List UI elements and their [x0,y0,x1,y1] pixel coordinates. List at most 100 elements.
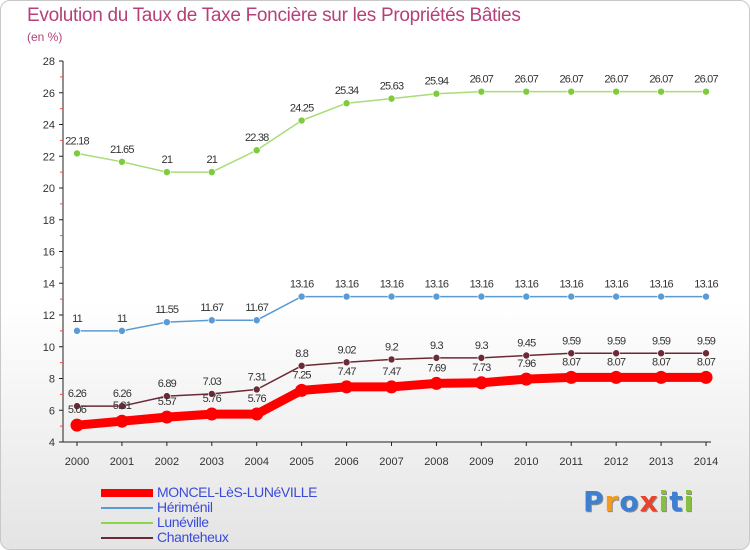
data-point [70,418,84,432]
data-point [252,385,261,394]
data-point [342,292,351,301]
data-label: 25.63 [380,81,404,93]
data-label: 13.16 [694,279,718,291]
x-tick-label: 2003 [200,456,224,468]
data-point [118,158,126,166]
y-tick-label: 22 [43,151,55,163]
data-label: 13.16 [515,279,539,291]
x-tick-label: 2000 [65,456,89,468]
data-label: 6.26 [113,388,132,400]
data-label: 9.59 [607,335,626,347]
legend-label: Lunéville [157,514,209,530]
data-point [522,351,531,360]
data-label: 9.3 [475,340,489,352]
x-tick-label: 2004 [244,456,268,468]
data-point [163,392,171,400]
y-tick-label: 4 [49,437,55,449]
data-label: 11 [72,313,83,325]
data-label: 26.07 [470,74,494,86]
data-point [387,355,396,364]
logo-letter: i [658,485,670,518]
data-label: 13.16 [604,279,628,291]
legend-label: Hériménil [157,499,213,515]
data-label: 7.47 [337,366,356,378]
x-tick-label: 2008 [424,456,448,468]
data-label: 22.38 [245,132,269,144]
data-label: 9.3 [430,340,444,352]
y-tick-label: 6 [49,405,55,417]
data-label: 13.16 [380,279,404,291]
chart-title: Evolution du Taux de Taxe Foncière sur l… [27,5,521,26]
data-point [340,380,354,394]
data-label: 7.47 [382,366,401,378]
data-label: 21 [206,154,217,166]
data-label: 26.07 [604,74,628,86]
data-label: 26.07 [649,74,673,86]
data-label: 8.8 [295,348,309,360]
data-label: 13.16 [335,279,359,291]
legend-swatch [101,506,153,509]
data-label: 8.07 [607,356,626,368]
data-point [612,349,620,358]
data-label: 8.07 [697,356,716,368]
data-point [297,361,306,370]
x-tick-label: 2009 [469,456,493,468]
data-point [73,149,81,158]
data-point [477,354,486,362]
legend-label: MONCEL-LèS-LUNéVILLE [157,484,318,500]
data-label: 8.07 [652,356,671,368]
data-label: 7.73 [472,362,491,374]
data-point [250,407,264,421]
data-point [115,414,129,428]
data-label: 22.18 [65,135,89,147]
data-label: 5.76 [248,393,267,405]
data-label: 5.57 [158,396,177,408]
data-label: 11.55 [156,304,179,316]
data-point [702,87,710,96]
data-label: 11.67 [200,302,223,314]
data-label: 13.16 [425,279,449,291]
data-label: 7.03 [203,376,222,388]
data-label: 9.2 [385,341,399,353]
data-point [477,87,486,96]
y-tick-label: 14 [43,278,55,290]
data-point [609,370,623,384]
data-point [657,292,665,301]
logo-letter: t [669,485,684,518]
data-point [522,87,531,96]
legend-swatch [101,488,153,497]
data-point [522,292,531,301]
data-point [519,372,533,386]
data-point [163,318,171,326]
x-tick-label: 2012 [604,456,628,468]
data-label: 26.07 [694,74,718,86]
y-tick-label: 28 [43,56,55,68]
data-point [207,390,216,398]
data-point [252,146,261,155]
data-label: 11.67 [245,302,268,314]
y-tick-label: 26 [43,88,55,100]
data-point [477,292,486,301]
data-point [387,292,396,301]
data-point [205,407,219,421]
data-label: 6.89 [158,378,177,390]
data-label: 13.16 [290,279,314,291]
data-point [567,87,576,96]
logo-letter: o [619,485,640,518]
legend-swatch [101,536,153,539]
data-label: 21 [162,154,173,166]
data-label: 25.94 [425,76,449,88]
data-point [612,292,620,301]
data-point [295,383,309,397]
x-tick-label: 2002 [155,456,179,468]
x-tick-label: 2007 [379,456,403,468]
data-point [564,370,578,384]
data-label: 7.31 [248,371,267,383]
data-point [163,168,171,176]
data-label: 7.69 [427,362,446,374]
x-tick-label: 2014 [694,456,718,468]
y-tick-label: 16 [43,247,55,259]
data-point [654,370,668,384]
data-point [73,402,81,410]
y-tick-label: 8 [49,374,55,386]
